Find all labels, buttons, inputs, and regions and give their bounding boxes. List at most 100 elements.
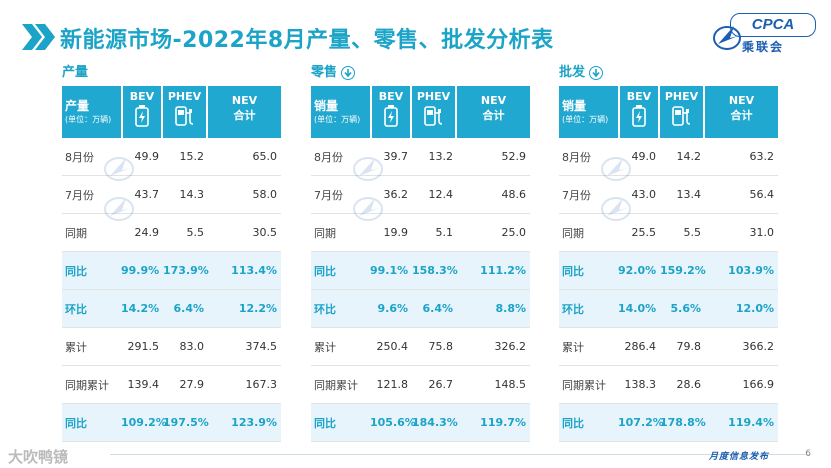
row-label: 8月份: [65, 150, 94, 164]
row-label: 同比: [65, 264, 87, 278]
chevron-right-double-icon: [22, 24, 55, 50]
header-nev: NEV 合计: [703, 86, 778, 138]
cell-nev: 326.2: [494, 340, 527, 353]
cell-nev: 123.9%: [231, 416, 277, 429]
cell-phev: 83.0: [179, 340, 205, 353]
cell-nev: 56.4: [749, 188, 775, 201]
footer-watermark-text: 大吹鸭镜: [8, 448, 69, 466]
cell-phev: 173.9%: [163, 264, 209, 277]
cell-phev: 5.5: [683, 226, 702, 239]
cell-bev: 286.4: [624, 340, 657, 353]
cell-bev: 36.2: [383, 188, 409, 201]
table-row: 8月份 49.9 15.2 65.0: [62, 138, 281, 176]
row-label: 环比: [314, 302, 336, 316]
header-bev-label: BEV: [129, 90, 155, 103]
header-nev-label: NEV: [480, 94, 507, 107]
header-bev: BEV: [121, 86, 161, 138]
row-label: 同比: [314, 264, 336, 278]
header-phev-label: PHEV: [664, 90, 699, 103]
header-nev-sub: 合计: [233, 109, 256, 122]
row-label: 同期累计: [65, 378, 109, 392]
footer: 大吹鸭镜 月度信息发布 6: [0, 446, 831, 468]
cell-phev: 27.9: [179, 378, 205, 391]
header-phev: PHEV: [410, 86, 455, 138]
cell-bev: 99.1%: [370, 264, 409, 277]
cpca-watermark-icon: [353, 197, 383, 221]
header-phev: PHEV: [658, 86, 703, 138]
row-label: 7月份: [314, 188, 343, 202]
charging-plug-icon: [174, 106, 193, 126]
row-label: 同比: [562, 264, 584, 278]
header-bev: BEV: [370, 86, 410, 138]
cell-nev: 58.0: [252, 188, 278, 201]
header-nev: NEV 合计: [206, 86, 281, 138]
table-row: 同比 92.0% 159.2% 103.9%: [559, 252, 778, 290]
cell-nev: 103.9%: [728, 264, 774, 277]
cell-bev: 107.2%: [618, 416, 664, 429]
row-label: 同期累计: [314, 378, 358, 392]
row-label: 同期: [562, 226, 584, 240]
header-nev-sub: 合计: [730, 109, 753, 122]
row-label: 同比: [562, 416, 584, 430]
table-body: 8月份 49.0 14.2 63.2 7月份 43.0 13.4 56.4 同期…: [559, 138, 778, 442]
cell-phev: 5.5: [186, 226, 205, 239]
cell-nev: 148.5: [494, 378, 527, 391]
row-label: 环比: [65, 302, 87, 316]
header-label-cell: 销量 (单位：万辆): [559, 86, 618, 138]
panel-title: 零售: [311, 64, 530, 82]
cell-bev: 92.0%: [618, 264, 657, 277]
header-label-cell: 销量 (单位：万辆): [311, 86, 370, 138]
panel-1: 零售 销量 (单位：万辆) BEV PHEV: [311, 64, 530, 442]
panel-title-text: 产量: [62, 65, 89, 80]
cell-phev: 13.2: [428, 150, 454, 163]
table-row: 同期累计 138.3 28.6 166.9: [559, 366, 778, 404]
footer-divider: [110, 454, 810, 455]
cell-bev: 39.7: [383, 150, 409, 163]
panel-title: 批发: [559, 64, 778, 82]
table-header: 销量 (单位：万辆) BEV PHEV: [311, 86, 530, 138]
cell-bev: 43.7: [134, 188, 160, 201]
cell-phev: 5.6%: [670, 302, 701, 315]
table-row: 同期 24.9 5.5 30.5: [62, 214, 281, 252]
battery-icon: [632, 105, 646, 127]
cell-bev: 14.0%: [618, 302, 657, 315]
cell-bev: 109.2%: [121, 416, 167, 429]
row-label: 7月份: [562, 188, 591, 202]
cell-bev: 99.9%: [121, 264, 160, 277]
battery-icon: [384, 105, 398, 127]
cell-nev: 111.2%: [480, 264, 526, 277]
cell-nev: 48.6: [501, 188, 527, 201]
header-label-main: 产量: [65, 99, 90, 113]
header-nev-label: NEV: [728, 94, 755, 107]
cell-bev: 105.6%: [370, 416, 416, 429]
cpca-logo: CPCA 乘联会: [712, 12, 816, 56]
cpca-watermark-icon: [601, 197, 631, 221]
row-label: 8月份: [562, 150, 591, 164]
table-row: 7月份 43.7 14.3 58.0: [62, 176, 281, 214]
header-label-unit: (单位：万辆): [314, 115, 361, 124]
page-title: 新能源市场-2022年8月产量、零售、批发分析表: [60, 28, 554, 53]
logo-subtext: 乘联会: [742, 40, 785, 54]
charging-plug-icon: [671, 106, 690, 126]
cell-bev: 14.2%: [121, 302, 160, 315]
cell-nev: 12.0%: [735, 302, 774, 315]
cell-nev: 52.9: [501, 150, 527, 163]
cell-nev: 166.9: [742, 378, 775, 391]
table-body: 8月份 39.7 13.2 52.9 7月份 36.2 12.4 48.6 同期…: [311, 138, 530, 442]
panel-title-text: 批发: [559, 65, 586, 80]
table-row: 环比 14.2% 6.4% 12.2%: [62, 290, 281, 328]
cpca-watermark-icon: [353, 157, 383, 181]
table-row: 累计 286.4 79.8 366.2: [559, 328, 778, 366]
panel-title-text: 零售: [311, 65, 338, 80]
header-phev-label: PHEV: [416, 90, 451, 103]
cpca-watermark-icon: [104, 197, 134, 221]
header-nev-label: NEV: [231, 94, 258, 107]
table-row: 7月份 43.0 13.4 56.4: [559, 176, 778, 214]
cell-phev: 159.2%: [660, 264, 706, 277]
header-label-unit: (单位：万辆): [562, 115, 609, 124]
header-label-main: 销量: [562, 99, 587, 113]
cell-bev: 43.0: [631, 188, 657, 201]
table-body: 8月份 49.9 15.2 65.0 7月份 43.7 14.3 58.0 同期…: [62, 138, 281, 442]
cell-phev: 12.4: [428, 188, 454, 201]
charging-plug-icon: [423, 106, 442, 126]
